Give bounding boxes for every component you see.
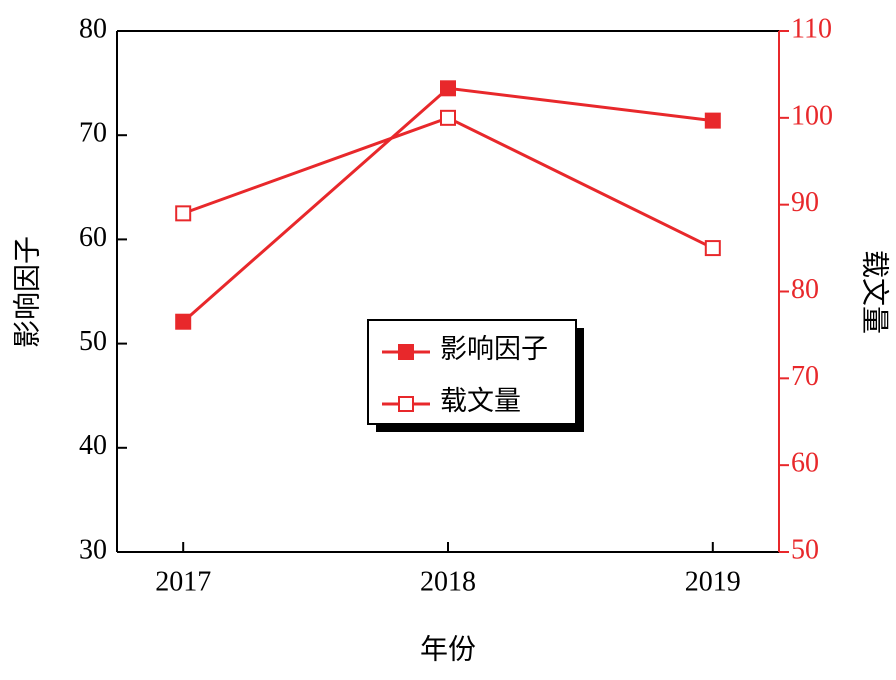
data-point <box>440 109 456 126</box>
x-tick-label: 2019 <box>685 566 741 597</box>
legend-label: 影响因子 <box>440 334 548 364</box>
series-line <box>182 116 714 250</box>
data-point <box>704 112 721 129</box>
y2-tick-label: 70 <box>791 361 819 392</box>
y2-tick-label: 110 <box>791 13 832 44</box>
y2-axis-label: 载文量 <box>859 250 891 334</box>
x-tick-label: 2017 <box>155 566 211 597</box>
y-tick-label: 60 <box>79 222 107 253</box>
y2-tick-label: 100 <box>791 100 833 131</box>
legend-marker <box>398 344 414 360</box>
y-tick-label: 40 <box>79 430 107 461</box>
legend-marker <box>398 396 414 412</box>
y-axis-label: 影响因子 <box>11 236 43 348</box>
legend-label: 载文量 <box>440 386 521 416</box>
y-tick-label: 30 <box>79 534 107 565</box>
data-point <box>175 313 192 330</box>
x-axis-label: 年份 <box>420 633 476 665</box>
y2-tick-label: 60 <box>791 448 819 479</box>
data-point <box>704 240 721 257</box>
y-tick-label: 80 <box>79 13 107 44</box>
y2-tick-label: 50 <box>791 534 819 565</box>
data-point <box>440 80 456 97</box>
y2-tick-label: 90 <box>791 187 819 218</box>
y-tick-label: 50 <box>79 326 107 357</box>
x-tick-label: 2018 <box>420 566 476 597</box>
data-point <box>175 205 192 222</box>
y-tick-label: 70 <box>79 118 107 149</box>
y2-tick-label: 80 <box>791 274 819 305</box>
